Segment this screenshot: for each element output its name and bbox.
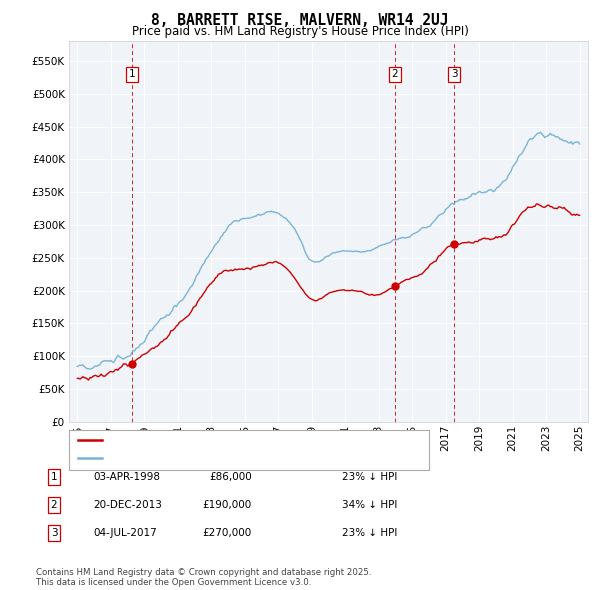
Text: 04-JUL-2017: 04-JUL-2017	[93, 529, 157, 538]
Text: £190,000: £190,000	[203, 500, 252, 510]
Text: 1: 1	[128, 69, 135, 79]
Text: 1: 1	[50, 472, 58, 481]
Text: 8, BARRETT RISE, MALVERN, WR14 2UJ (detached house): 8, BARRETT RISE, MALVERN, WR14 2UJ (deta…	[108, 435, 403, 445]
Text: 8, BARRETT RISE, MALVERN, WR14 2UJ: 8, BARRETT RISE, MALVERN, WR14 2UJ	[151, 13, 449, 28]
Text: £270,000: £270,000	[203, 529, 252, 538]
Text: 23% ↓ HPI: 23% ↓ HPI	[342, 472, 397, 481]
Text: Contains HM Land Registry data © Crown copyright and database right 2025.
This d: Contains HM Land Registry data © Crown c…	[36, 568, 371, 587]
Text: 3: 3	[451, 69, 457, 79]
Text: 23% ↓ HPI: 23% ↓ HPI	[342, 529, 397, 538]
Text: 34% ↓ HPI: 34% ↓ HPI	[342, 500, 397, 510]
Text: 2: 2	[392, 69, 398, 79]
Text: 03-APR-1998: 03-APR-1998	[93, 472, 160, 481]
Text: Price paid vs. HM Land Registry's House Price Index (HPI): Price paid vs. HM Land Registry's House …	[131, 25, 469, 38]
Text: 20-DEC-2013: 20-DEC-2013	[93, 500, 162, 510]
Text: 2: 2	[50, 500, 58, 510]
Text: HPI: Average price, detached house, Malvern Hills: HPI: Average price, detached house, Malv…	[108, 453, 368, 463]
Text: £86,000: £86,000	[209, 472, 252, 481]
Text: 3: 3	[50, 529, 58, 538]
